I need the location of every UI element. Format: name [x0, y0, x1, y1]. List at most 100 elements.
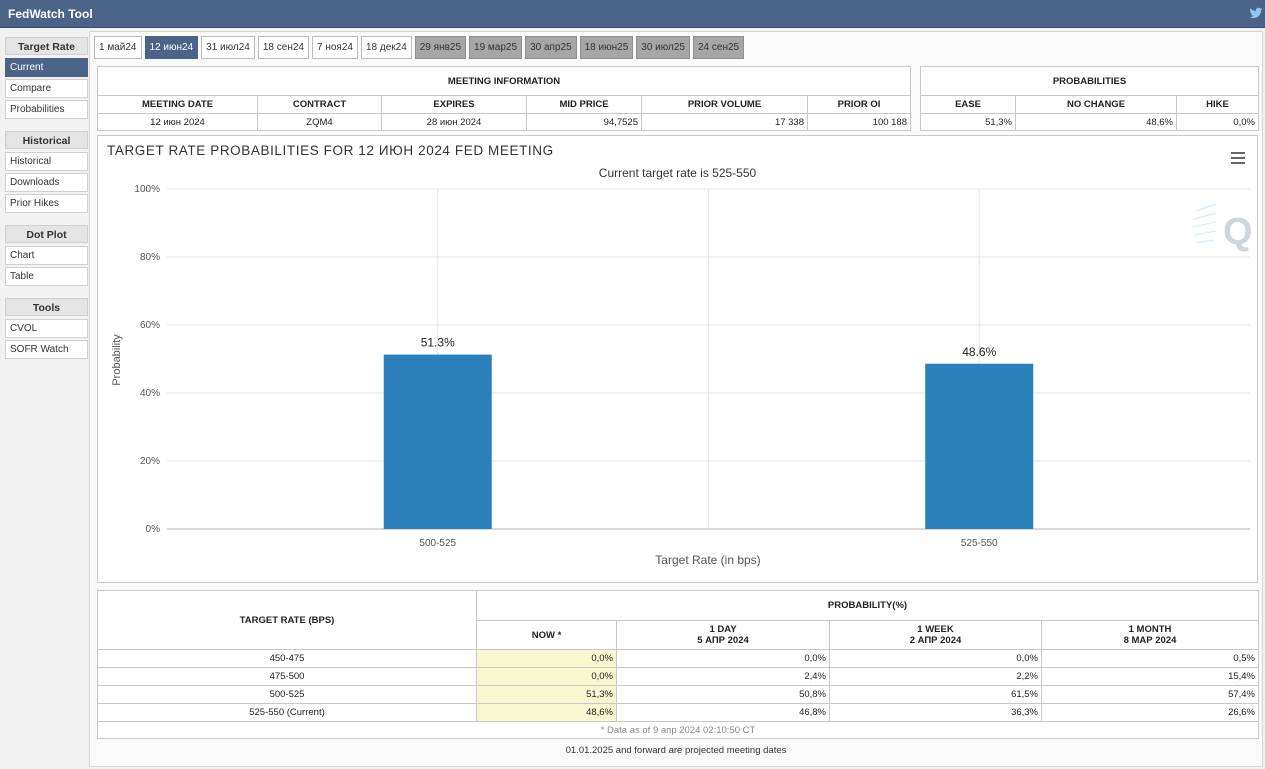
prior-oi-value: 100 188 — [807, 113, 911, 131]
sidebar-header-dot-plot: Dot Plot — [5, 225, 88, 243]
table-row: 500-525 51,3% 50,8% 61,5% 57,4% — [97, 685, 1259, 704]
app-title: FedWatch Tool — [8, 7, 93, 21]
table-row: 450-475 0,0% 0,0% 0,0% 0,5% — [97, 649, 1259, 668]
hamburger-menu-icon[interactable] — [1231, 152, 1245, 164]
tab-meeting[interactable]: 18 июн25 — [579, 36, 634, 59]
tab-meeting[interactable]: 1 май24 — [94, 36, 142, 59]
now-cell: 0,0% — [476, 649, 617, 668]
col-prior-oi: PRIOR OI — [807, 95, 911, 114]
y-tick-label: 0% — [146, 524, 161, 535]
hike-value: 0,0% — [1176, 113, 1259, 131]
day-cell: 2,4% — [616, 667, 830, 686]
svg-text:Q: Q — [1223, 211, 1253, 253]
week-cell: 0,0% — [829, 649, 1042, 668]
probabilities-table: PROBABILITIES EASE NO CHANGE HIKE 51,3% … — [920, 66, 1259, 131]
tab-meeting[interactable]: 30 апр25 — [525, 36, 577, 59]
sidebar-item-cvol[interactable]: CVOL — [5, 319, 88, 338]
meeting-tabs: 1 май24 12 июн24 31 июл24 18 сен24 7 ноя… — [94, 36, 747, 59]
tab-meeting[interactable]: 7 ноя24 — [311, 36, 358, 59]
day-cell: 50,8% — [616, 685, 830, 704]
day-cell: 46,8% — [616, 703, 830, 722]
week-cell: 61,5% — [829, 685, 1042, 704]
sidebar-header-historical: Historical — [5, 131, 88, 149]
month-cell: 0,5% — [1041, 649, 1259, 668]
rate-cell: 475-500 — [97, 667, 477, 686]
week-cell: 2,2% — [829, 667, 1042, 686]
y-tick-label: 80% — [140, 252, 160, 263]
x-tick-label: 525-550 — [961, 538, 998, 549]
app-titlebar: FedWatch Tool — [0, 0, 1265, 28]
sidebar-item-historical[interactable]: Historical — [5, 152, 88, 171]
prior-volume-value: 17 338 — [641, 113, 808, 131]
meeting-info-table: MEETING INFORMATION MEETING DATE CONTRAC… — [97, 66, 911, 131]
week-cell: 36,3% — [829, 703, 1042, 722]
sidebar-item-downloads[interactable]: Downloads — [5, 173, 88, 192]
meeting-info-title: MEETING INFORMATION — [97, 66, 911, 96]
month-cell: 15,4% — [1041, 667, 1259, 686]
y-axis-title: Probability — [111, 334, 123, 386]
contract-value: ZQM4 — [257, 113, 382, 131]
sidebar-item-probabilities[interactable]: Probabilities — [5, 100, 88, 119]
bar[interactable] — [383, 354, 492, 529]
rate-cell: 450-475 — [97, 649, 477, 668]
col-mid-price: MID PRICE — [526, 95, 642, 114]
now-cell: 48,6% — [476, 703, 617, 722]
sidebar-item-current[interactable]: Current — [5, 58, 88, 77]
tab-meeting[interactable]: 18 сен24 — [257, 36, 309, 59]
tab-meeting[interactable]: 19 мар25 — [469, 36, 523, 59]
col-expires: EXPIRES — [381, 95, 527, 114]
col-no-change: NO CHANGE — [1015, 95, 1177, 114]
col-contract: CONTRACT — [257, 95, 382, 114]
main-panel: 1 май24 12 июн24 31 июл24 18 сен24 7 ноя… — [89, 31, 1263, 767]
col-target-rate: TARGET RATE (BPS) — [97, 590, 477, 650]
projected-dates-footnote: 01.01.2025 and forward are projected mee… — [565, 745, 787, 756]
col-1-day: 1 DAY 5 АПР 2024 — [616, 620, 830, 650]
bar-data-label: 48.6% — [962, 345, 996, 359]
month-cell: 26,6% — [1041, 703, 1259, 722]
col-hike: HIKE — [1176, 95, 1259, 114]
mid-price-value: 94,7525 — [526, 113, 642, 131]
col-prior-volume: PRIOR VOLUME — [641, 95, 808, 114]
probability-chart: TARGET RATE PROBABILITIES FOR 12 ИЮН 202… — [97, 135, 1258, 583]
tab-meeting[interactable]: 30 июл25 — [636, 36, 690, 59]
bar[interactable] — [925, 363, 1034, 529]
cme-q-logo-icon: Q — [1191, 203, 1253, 253]
ease-value: 51,3% — [920, 113, 1016, 131]
sidebar-item-sofr-watch[interactable]: SOFR Watch — [5, 340, 88, 359]
sidebar-header-tools: Tools — [5, 298, 88, 316]
y-tick-label: 60% — [140, 320, 160, 331]
tab-meeting[interactable]: 29 янв25 — [414, 36, 467, 59]
y-tick-label: 100% — [134, 184, 160, 195]
meeting-date-value: 12 июн 2024 — [97, 113, 258, 131]
chart-subtitle: Current target rate is 525-550 — [598, 166, 757, 180]
tab-meeting[interactable]: 31 июл24 — [201, 36, 255, 59]
tab-meeting[interactable]: 12 июн24 — [144, 36, 199, 59]
rate-cell: 500-525 — [97, 685, 477, 704]
probability-history-table: TARGET RATE (BPS) PROBABILITY(%) NOW * 1… — [97, 590, 1259, 739]
probabilities-title: PROBABILITIES — [920, 66, 1259, 96]
sidebar-item-compare[interactable]: Compare — [5, 79, 88, 98]
tab-meeting[interactable]: 18 дек24 — [360, 36, 412, 59]
table-row: 475-500 0,0% 2,4% 2,2% 15,4% — [97, 667, 1259, 686]
day-cell: 0,0% — [616, 649, 830, 668]
sidebar-item-table[interactable]: Table — [5, 267, 88, 286]
sidebar-item-prior-hikes[interactable]: Prior Hikes — [5, 194, 88, 213]
chart-title: TARGET RATE PROBABILITIES FOR 12 ИЮН 202… — [107, 143, 554, 158]
now-cell: 51,3% — [476, 685, 617, 704]
table-row: 525-550 (Current) 48,6% 46,8% 36,3% 26,6… — [97, 703, 1259, 722]
col-ease: EASE — [920, 95, 1016, 114]
sidebar-item-chart[interactable]: Chart — [5, 246, 88, 265]
x-axis-title: Target Rate (in bps) — [655, 553, 760, 567]
col-now: NOW * — [476, 620, 617, 650]
rate-cell: 525-550 (Current) — [97, 703, 477, 722]
no-change-value: 48,6% — [1015, 113, 1177, 131]
col-1-week: 1 WEEK 2 АПР 2024 — [829, 620, 1042, 650]
expires-value: 28 июн 2024 — [381, 113, 527, 131]
tab-meeting[interactable]: 24 сен25 — [693, 36, 745, 59]
col-1-month: 1 MONTH 8 МАР 2024 — [1041, 620, 1259, 650]
twitter-bird-icon[interactable] — [1249, 6, 1263, 20]
col-probability: PROBABILITY(%) — [476, 590, 1259, 621]
bar-data-label: 51.3% — [421, 336, 455, 350]
y-tick-label: 40% — [140, 388, 160, 399]
sidebar: Target Rate Current Compare Probabilitie… — [5, 37, 88, 361]
